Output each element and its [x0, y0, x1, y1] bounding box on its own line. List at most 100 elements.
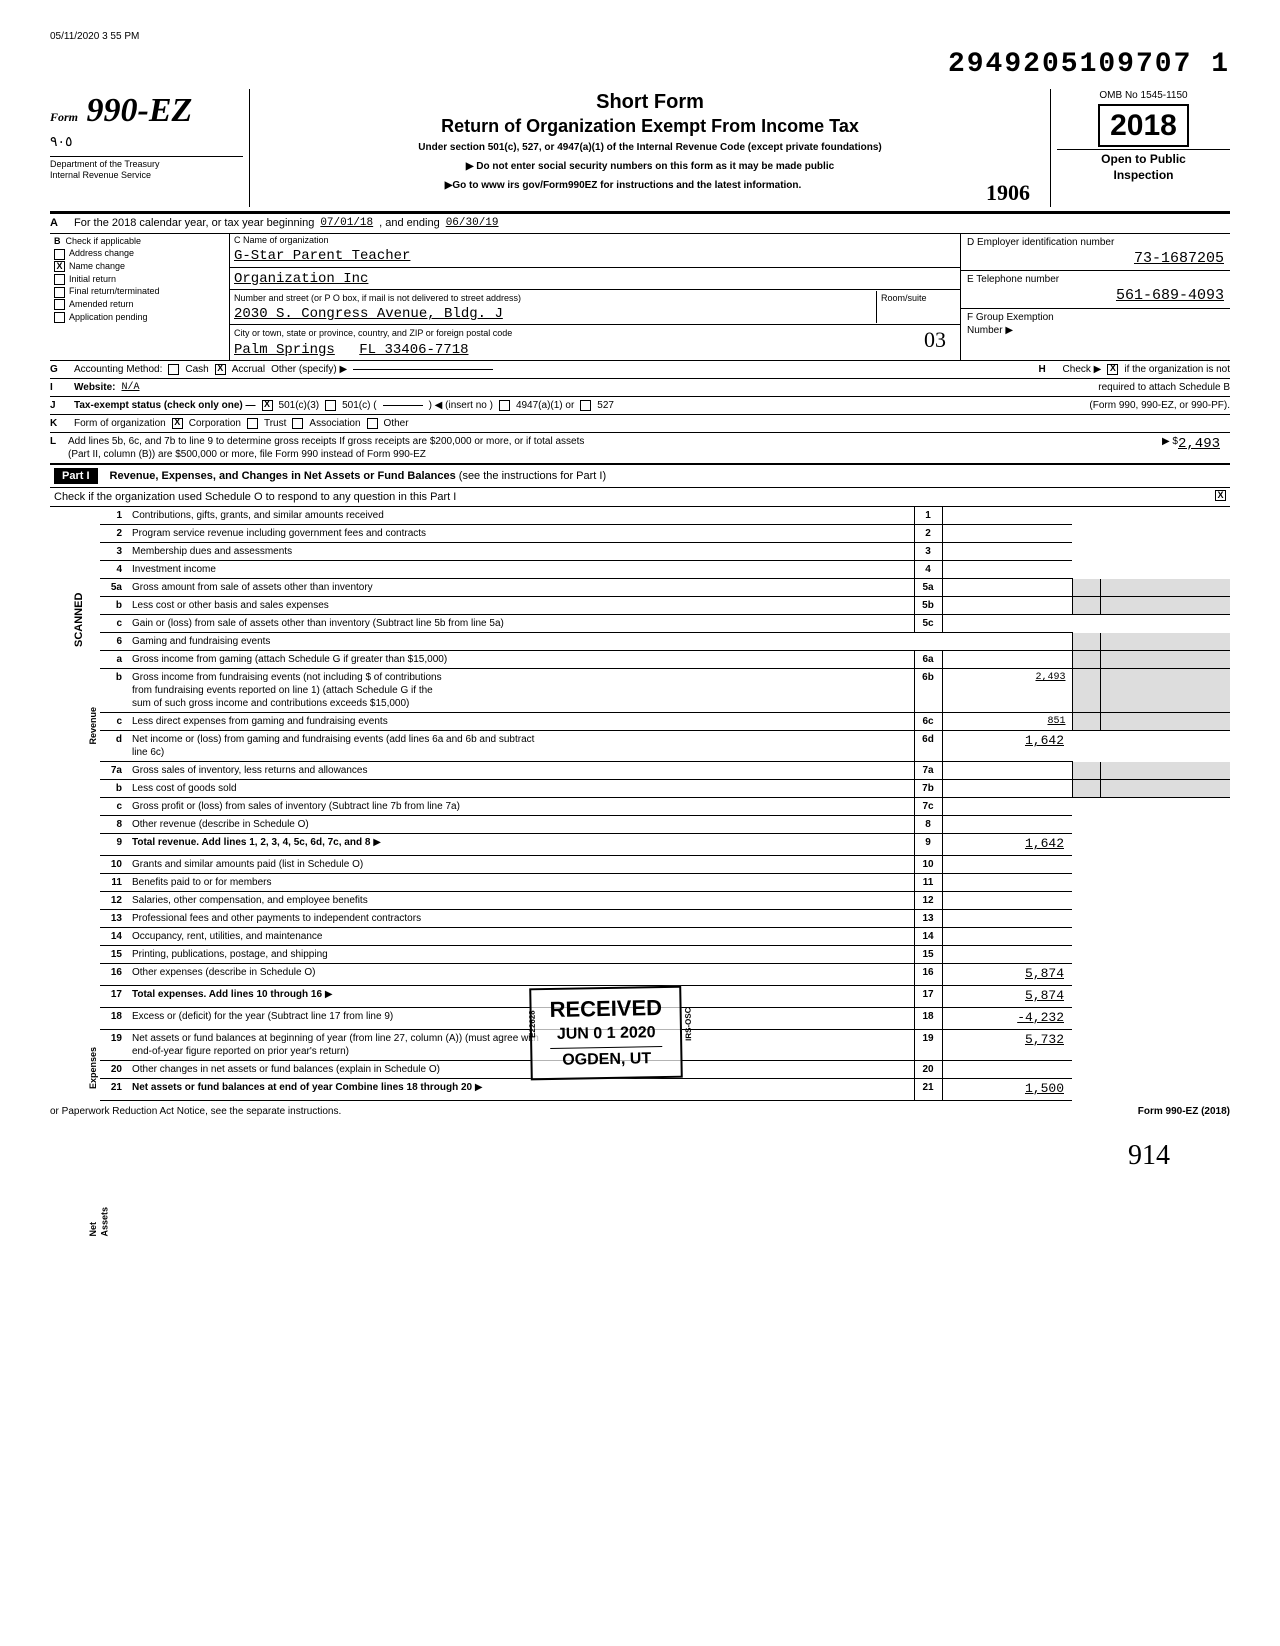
label-B: B	[54, 236, 61, 246]
trust-label: Trust	[264, 417, 286, 430]
line-11-desc: Benefits paid to or for members	[128, 874, 914, 892]
cash-label: Cash	[185, 363, 208, 376]
line-c-amount	[942, 798, 1072, 816]
501c-checkbox[interactable]	[325, 400, 336, 411]
colB-checkbox-2[interactable]	[54, 274, 65, 285]
line-c-midamt: 851	[942, 713, 1072, 731]
line-3-refnum: 3	[914, 543, 942, 561]
street-address: 2030 S. Congress Avenue, Bldg. J	[234, 306, 503, 322]
line-11-num: 11	[100, 874, 128, 892]
line-12-num: 12	[100, 892, 128, 910]
signature-initials: 914	[50, 1138, 1230, 1174]
state-zip: FL 33406-7718	[359, 342, 468, 358]
footer-form-ref: Form 990-EZ (2018)	[1138, 1105, 1230, 1118]
part1-title2: (see the instructions for Part I)	[459, 470, 606, 482]
inspection: Inspection	[1113, 168, 1173, 182]
line-6-desc: Gaming and fundraising events	[128, 633, 1072, 651]
trust-checkbox[interactable]	[247, 418, 258, 429]
line-21-desc: Net assets or fund balances at end of ye…	[128, 1078, 914, 1100]
line-c-num: c	[100, 615, 128, 633]
expenses-label: Expenses	[88, 1047, 100, 1089]
line-c-amount	[942, 615, 1072, 633]
netassets-label: Net Assets	[88, 1207, 111, 1237]
line-8-refnum: 8	[914, 816, 942, 834]
colB-label-0: Address change	[69, 248, 134, 260]
line-b-num: b	[100, 780, 128, 798]
colB-checkbox-5[interactable]	[54, 312, 65, 323]
schedB-checkbox[interactable]: X	[1107, 364, 1118, 375]
line-c-midnum: 6c	[914, 713, 942, 731]
4947-label: 4947(a)(1) or	[516, 399, 574, 412]
timestamp: 05/11/2020 3 55 PM	[50, 30, 1230, 43]
rowA-pre: For the 2018 calendar year, or tax year …	[74, 216, 314, 230]
schedB-text3: (Form 990, 990-EZ, or 990-PF).	[1089, 399, 1230, 412]
part1-title: Revenue, Expenses, and Changes in Net As…	[110, 470, 456, 482]
colB-checkbox-1[interactable]: X	[54, 261, 65, 272]
label-E: E Telephone number	[967, 274, 1059, 285]
instruction-2: ▶Go to www irs gov/Form990EZ for instruc…	[445, 180, 802, 191]
line-c-desc: Gross profit or (loss) from sales of inv…	[128, 798, 914, 816]
schedB-text2: required to attach Schedule B	[1098, 381, 1230, 394]
corp-checkbox[interactable]: X	[172, 418, 183, 429]
line-20-num: 20	[100, 1060, 128, 1078]
line-2-desc: Program service revenue including govern…	[128, 525, 914, 543]
other-org-label: Other	[384, 417, 409, 430]
schedB-text1: if the organization is not	[1124, 363, 1230, 376]
line-20-amount	[942, 1060, 1072, 1078]
name-label: C Name of organization	[234, 235, 956, 247]
hand-scribble: ٩٠٥	[50, 134, 243, 152]
assoc-checkbox[interactable]	[292, 418, 303, 429]
gross-receipts: 2,493	[1178, 435, 1230, 461]
colB-checkbox-3[interactable]	[54, 287, 65, 298]
line-9-num: 9	[100, 834, 128, 856]
line-21-num: 21	[100, 1078, 128, 1100]
label-I: I	[50, 381, 68, 394]
colB-label-4: Amended return	[69, 299, 134, 311]
527-checkbox[interactable]	[580, 400, 591, 411]
line-11-amount	[942, 874, 1072, 892]
check-arrow: Check ▶	[1063, 363, 1102, 376]
line-d-num: d	[100, 731, 128, 762]
line-18-refnum: 18	[914, 1007, 942, 1029]
schedO-checkbox[interactable]: X	[1215, 490, 1226, 501]
line-d-desc: Net income or (loss) from gaming and fun…	[128, 731, 914, 762]
accrual-label: Accrual	[232, 363, 265, 376]
line-8-desc: Other revenue (describe in Schedule O)	[128, 816, 914, 834]
line-12-amount	[942, 892, 1072, 910]
line-19-amount: 5,732	[942, 1029, 1072, 1060]
line-c-desc: Less direct expenses from gaming and fun…	[128, 713, 914, 731]
other-org-checkbox[interactable]	[367, 418, 378, 429]
corp-label: Corporation	[189, 417, 241, 430]
line-3-num: 3	[100, 543, 128, 561]
revenue-label: Revenue	[88, 707, 100, 745]
line-c-num: c	[100, 713, 128, 731]
line-12-refnum: 12	[914, 892, 942, 910]
501c3-checkbox[interactable]: X	[262, 400, 273, 411]
line-14-num: 14	[100, 928, 128, 946]
colB-checkbox-0[interactable]	[54, 249, 65, 260]
stamp-date: JUN 0 1 2020	[550, 1023, 663, 1046]
accrual-checkbox[interactable]: X	[215, 364, 226, 375]
line-4-num: 4	[100, 561, 128, 579]
line-14-desc: Occupancy, rent, utilities, and maintena…	[128, 928, 914, 946]
colB-checkbox-4[interactable]	[54, 299, 65, 310]
4947-checkbox[interactable]	[499, 400, 510, 411]
cash-checkbox[interactable]	[168, 364, 179, 375]
line-14-amount	[942, 928, 1072, 946]
line-12-desc: Salaries, other compensation, and employ…	[128, 892, 914, 910]
line-10-desc: Grants and similar amounts paid (list in…	[128, 856, 914, 874]
line-18-num: 18	[100, 1007, 128, 1029]
dept-irs: Internal Revenue Service	[50, 170, 243, 182]
open-public: Open to Public	[1101, 152, 1186, 166]
line-4-desc: Investment income	[128, 561, 914, 579]
title-short: Short Form	[260, 89, 1040, 115]
line-c-num: c	[100, 798, 128, 816]
line-15-refnum: 15	[914, 946, 942, 964]
line-3-amount	[942, 543, 1072, 561]
line-18-desc: Excess or (deficit) for the year (Subtra…	[128, 1007, 914, 1029]
line-17-num: 17	[100, 986, 128, 1008]
label-F2: Number ▶	[967, 325, 1013, 336]
line-b-num: b	[100, 669, 128, 713]
org-name-2: Organization Inc	[234, 270, 368, 288]
line-2-num: 2	[100, 525, 128, 543]
